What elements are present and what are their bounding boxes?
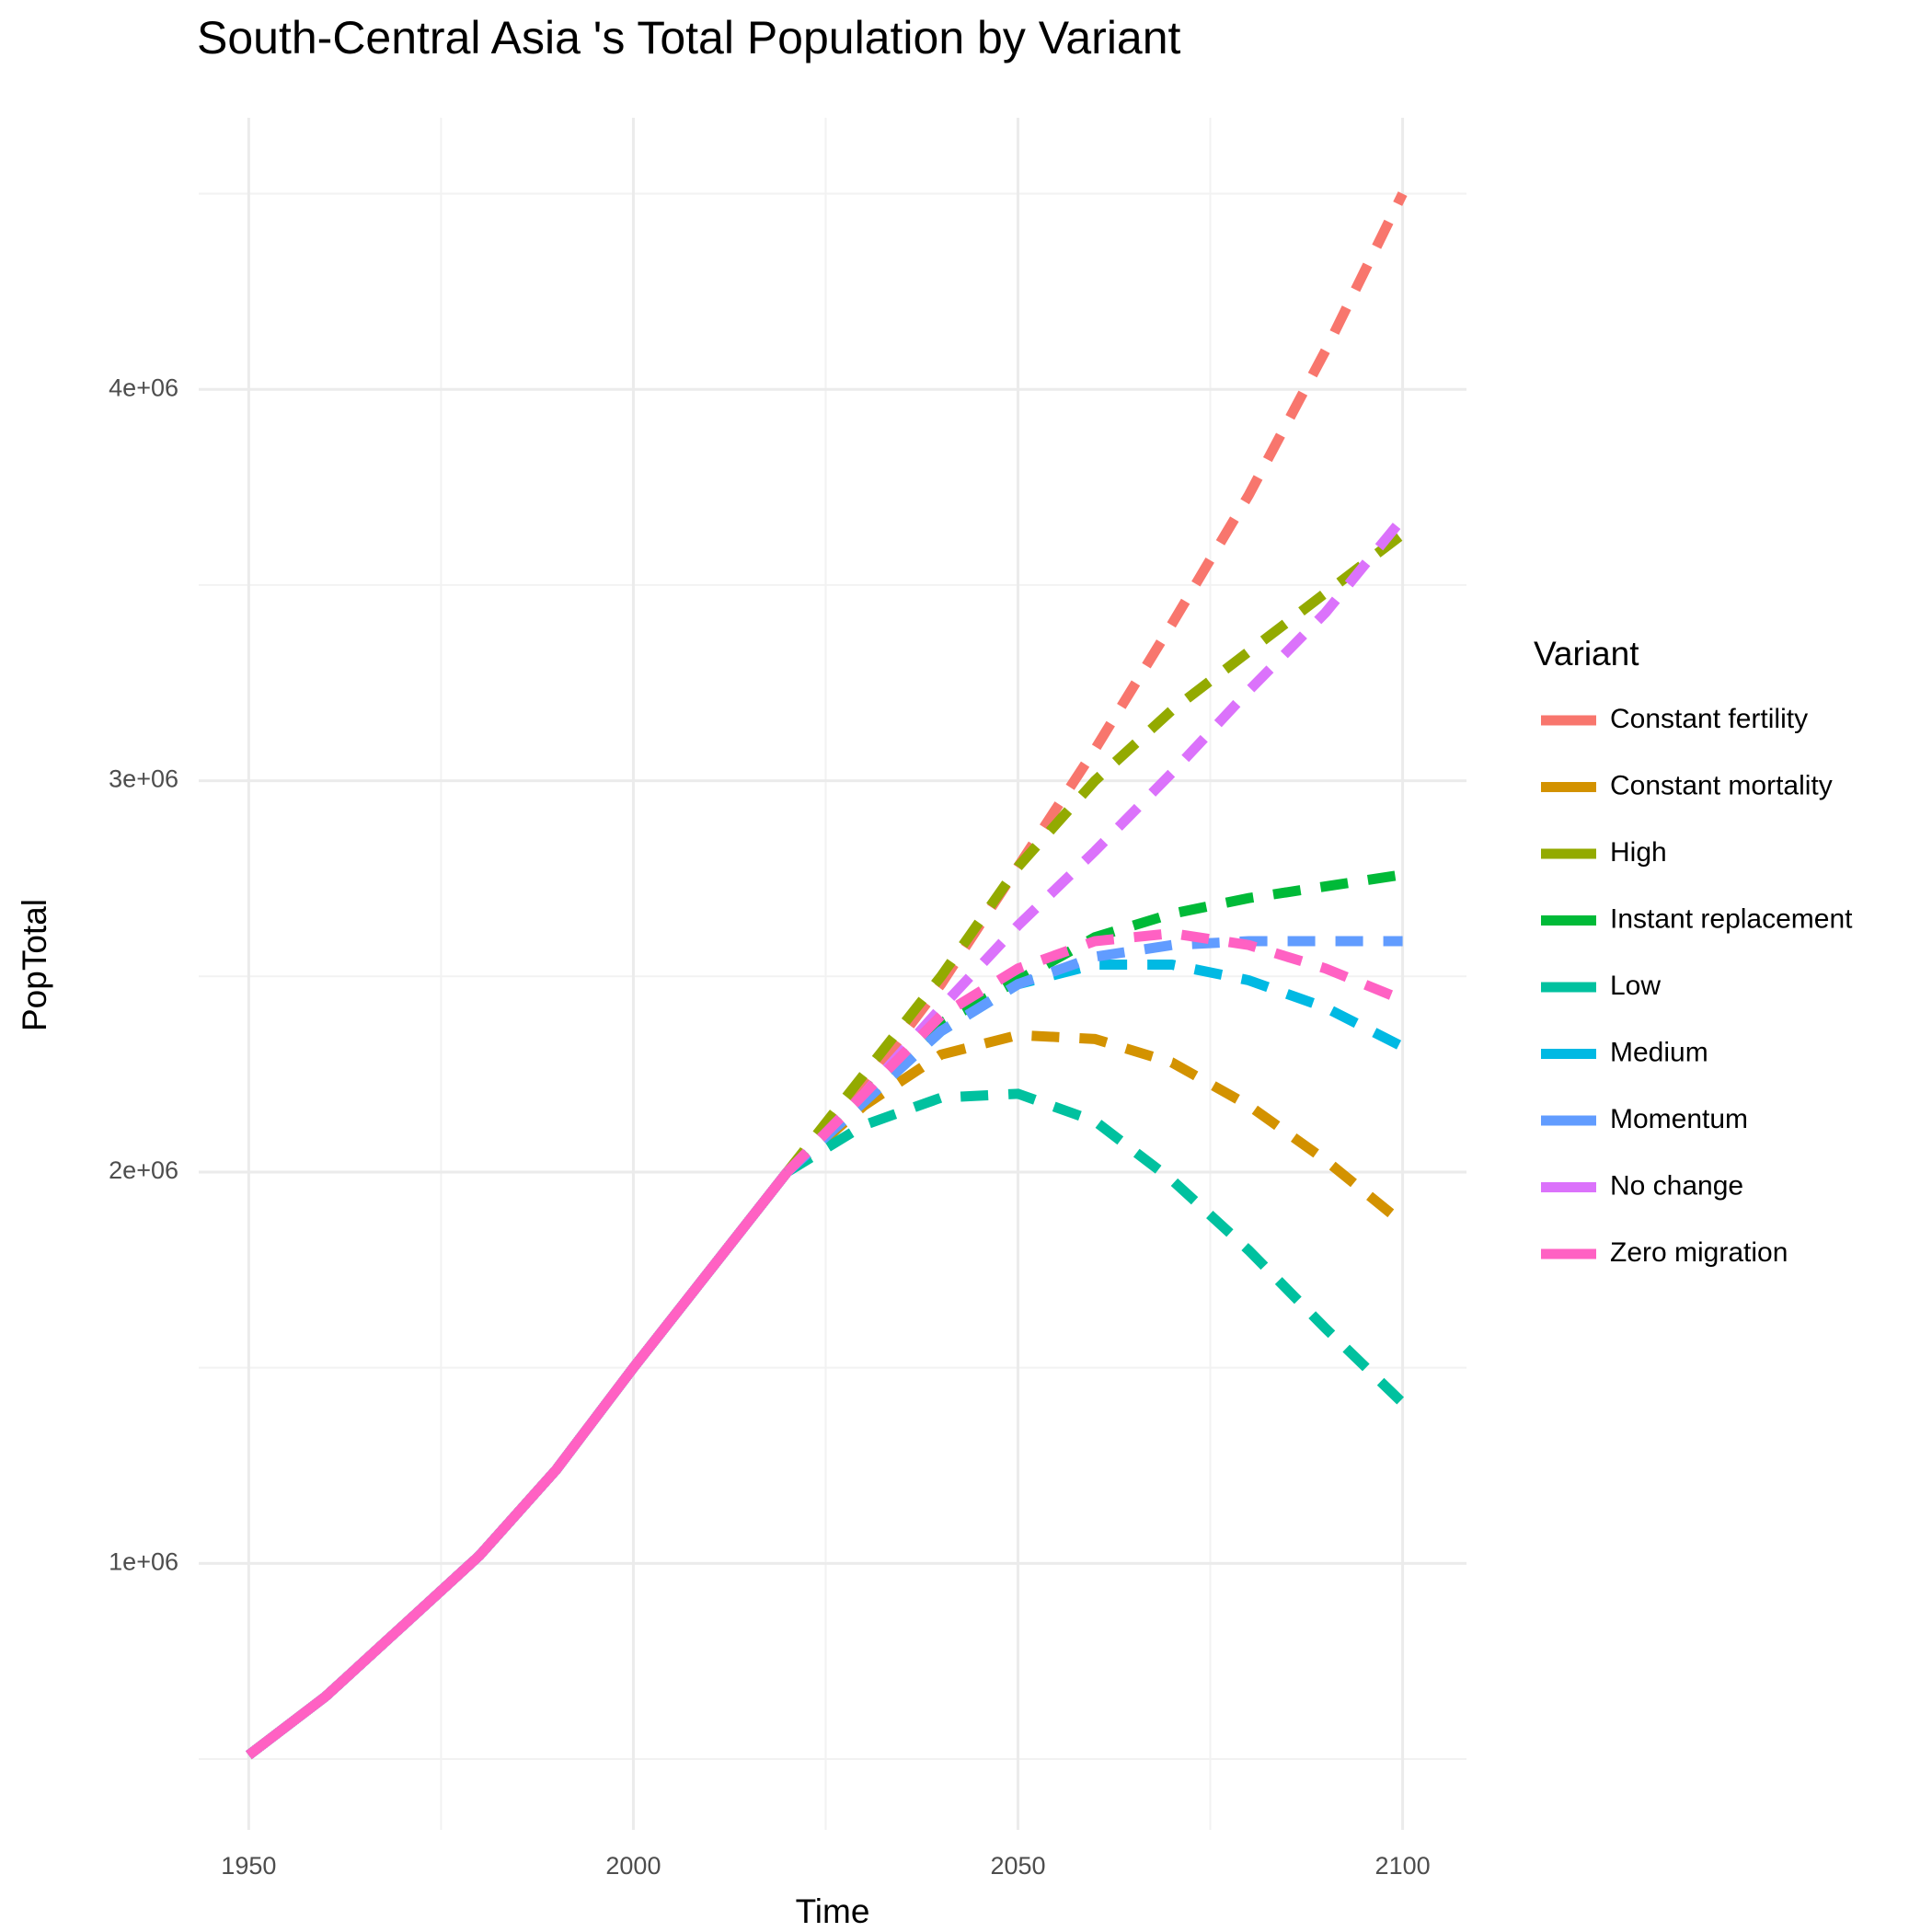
y-axis-title: PopTotal — [16, 899, 53, 1031]
legend-label: Constant fertility — [1610, 704, 1808, 734]
history-line — [246, 1168, 791, 1760]
y-tick-label: 1e+06 — [109, 1547, 178, 1575]
x-tick-label: 2000 — [605, 1852, 661, 1880]
projection-line — [783, 515, 1407, 1176]
history-line — [246, 1168, 791, 1760]
projection-line — [783, 191, 1408, 1176]
legend-title: Variant — [1534, 635, 1639, 673]
y-tick-label: 4e+06 — [109, 374, 178, 401]
x-axis-title: Time — [796, 1892, 870, 1930]
legend: Constant fertility Constant mortality High… — [1541, 704, 1853, 1268]
x-tick-label: 2050 — [990, 1852, 1045, 1880]
legend-label: High — [1610, 837, 1667, 868]
projection-line — [783, 936, 1403, 1177]
legend-label: No change — [1610, 1170, 1743, 1201]
projection-line — [784, 1088, 1407, 1407]
projection-line — [783, 960, 1406, 1177]
y-tick-label: 2e+06 — [109, 1156, 178, 1184]
history-line — [246, 1168, 791, 1760]
history-line — [246, 1168, 791, 1760]
history-line — [246, 1168, 791, 1760]
history-line — [246, 1168, 791, 1760]
legend-label: Low — [1610, 971, 1661, 1001]
projection-line — [783, 530, 1406, 1176]
legend-label: Constant mortality — [1610, 770, 1833, 800]
legend-label: Medium — [1610, 1037, 1708, 1067]
legend-label: Momentum — [1610, 1104, 1748, 1134]
legend-label: Zero migration — [1610, 1237, 1788, 1268]
x-tick-label: 1950 — [221, 1852, 276, 1880]
x-tick-label: 2100 — [1375, 1852, 1431, 1880]
y-tick-label: 3e+06 — [109, 765, 178, 793]
legend-label: Instant replacement — [1610, 903, 1853, 934]
history-line — [246, 1168, 791, 1760]
projection-line — [783, 927, 1405, 1176]
chart-title: South-Central Asia 's Total Population b… — [197, 12, 1181, 63]
history-line — [246, 1168, 791, 1760]
lines — [246, 191, 1408, 1760]
history-line — [246, 1168, 791, 1760]
projection-line — [784, 1029, 1407, 1227]
projection-line — [783, 869, 1404, 1176]
grid — [199, 118, 1466, 1830]
